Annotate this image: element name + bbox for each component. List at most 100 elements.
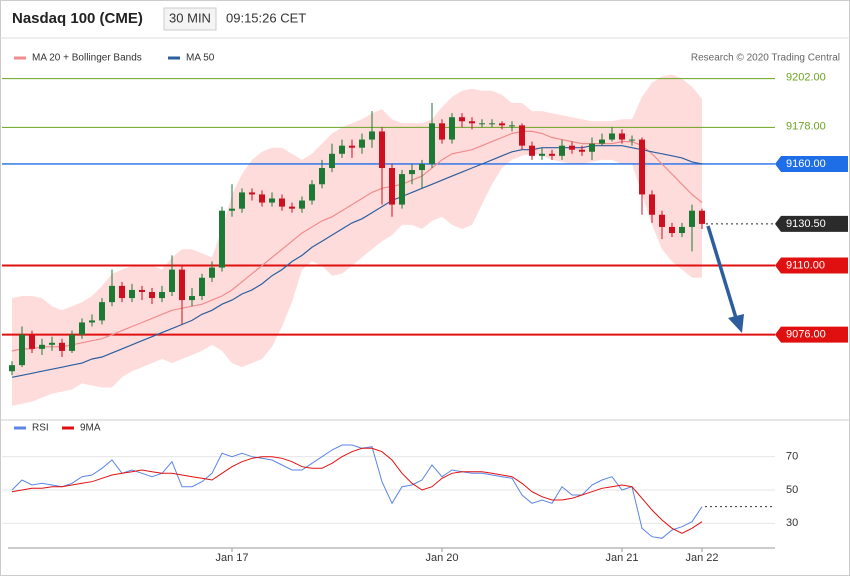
candle-body xyxy=(689,210,695,227)
legend-label: RSI xyxy=(32,423,49,434)
ma-line xyxy=(11,130,703,352)
candle-body xyxy=(279,198,285,207)
candle-body xyxy=(509,125,515,127)
candle-body xyxy=(249,192,255,195)
candle-body xyxy=(29,334,35,349)
candle-body xyxy=(369,131,375,140)
line xyxy=(11,444,703,539)
candle-body xyxy=(59,342,65,351)
level-label: 9076.00 xyxy=(786,329,826,341)
x-tick-label: Jan 22 xyxy=(685,552,718,564)
level-box xyxy=(775,155,848,172)
interval[interactable]: 30 MIN xyxy=(169,10,211,25)
level-box xyxy=(775,326,848,343)
candle-body xyxy=(49,342,55,345)
candle-body xyxy=(449,117,455,140)
candle-body xyxy=(429,123,435,164)
level-label: 9202.00 xyxy=(786,72,826,84)
legend-label: MA 20 + Bollinger Bands xyxy=(32,53,142,64)
candle-body xyxy=(669,226,675,234)
level-box xyxy=(775,215,848,232)
chart-title: Nasdaq 100 (CME) xyxy=(12,10,143,27)
arrow-head xyxy=(728,314,744,333)
ma-line xyxy=(11,145,703,378)
candle-body xyxy=(119,285,125,299)
candle-body xyxy=(559,145,565,156)
y-tick-label: 50 xyxy=(786,484,798,496)
candle-body xyxy=(319,168,325,185)
candle-body xyxy=(169,269,175,292)
candle-body xyxy=(299,200,305,209)
candle-body xyxy=(199,277,205,297)
candle-body xyxy=(129,289,135,299)
candle-body xyxy=(409,170,415,175)
candle-body xyxy=(339,145,345,154)
arrow xyxy=(706,225,738,319)
price-panel: MA 20 + Bollinger Bands MA 50 9202.00 9178.… xyxy=(2,53,848,406)
candle-body xyxy=(89,320,95,323)
candle-body xyxy=(139,289,145,292)
y-tick-label: 30 xyxy=(786,517,798,529)
candle-body xyxy=(579,149,585,152)
candle-body xyxy=(9,365,15,372)
candle-body xyxy=(289,206,295,209)
candle-body xyxy=(419,163,425,171)
legend-label: 9MA xyxy=(80,423,101,434)
candle-body xyxy=(569,145,575,150)
candle-body xyxy=(679,226,685,234)
candle-body xyxy=(439,123,445,140)
time: 09:15:26 CET xyxy=(226,10,306,25)
candle-body xyxy=(459,117,465,122)
candle-body xyxy=(399,174,405,205)
legend-label: MA 50 xyxy=(186,53,215,64)
candle-body xyxy=(609,133,615,140)
candle-body xyxy=(149,291,155,299)
y-tick-label: 70 xyxy=(786,451,798,463)
level-label: 9110.00 xyxy=(786,259,825,271)
level-box xyxy=(775,257,848,274)
candle-body xyxy=(79,322,85,335)
candle-body xyxy=(379,131,385,169)
candle-body xyxy=(699,210,705,224)
candle-body xyxy=(649,194,655,215)
candle-body xyxy=(659,214,665,227)
candle-body xyxy=(329,153,335,169)
candle-body xyxy=(499,123,505,126)
x-tick-label: Jan 17 xyxy=(215,552,248,564)
candle-body xyxy=(239,192,245,209)
candle-body xyxy=(229,208,235,211)
candle-body xyxy=(519,125,525,146)
candle-body xyxy=(639,139,645,195)
candle-body xyxy=(269,198,275,203)
candle-body xyxy=(359,139,365,148)
candle-body xyxy=(549,153,555,156)
candle-body xyxy=(189,296,195,301)
candle-body xyxy=(309,184,315,201)
credit: Research © 2020 Trading Central xyxy=(691,53,840,64)
candle-body xyxy=(349,145,355,148)
level-label: 9160.00 xyxy=(786,158,826,170)
candle-body xyxy=(489,123,495,125)
level-label: 9130.50 xyxy=(786,218,826,230)
candle-body xyxy=(619,133,625,140)
candle-body xyxy=(589,143,595,152)
candle-body xyxy=(19,334,25,366)
line xyxy=(11,447,703,534)
level-label: 9178.00 xyxy=(786,120,826,132)
candle-body xyxy=(539,153,545,156)
candle-body xyxy=(219,210,225,268)
rsi-panel: RSI 9MA 30 50 70 Jan 17 Jan 20 Jan 21 Jan 22 xyxy=(2,423,798,564)
interval-box[interactable] xyxy=(163,7,217,31)
candle-body xyxy=(109,285,115,303)
x-tick-label: Jan 21 xyxy=(605,552,638,564)
candle-body xyxy=(159,291,165,299)
candle-body xyxy=(599,139,605,144)
candle-body xyxy=(529,145,535,156)
candle-body xyxy=(179,269,185,301)
x-tick-label: Jan 20 xyxy=(425,552,458,564)
candle-body xyxy=(479,123,485,125)
candle-body xyxy=(629,139,635,141)
candle-body xyxy=(259,194,265,203)
